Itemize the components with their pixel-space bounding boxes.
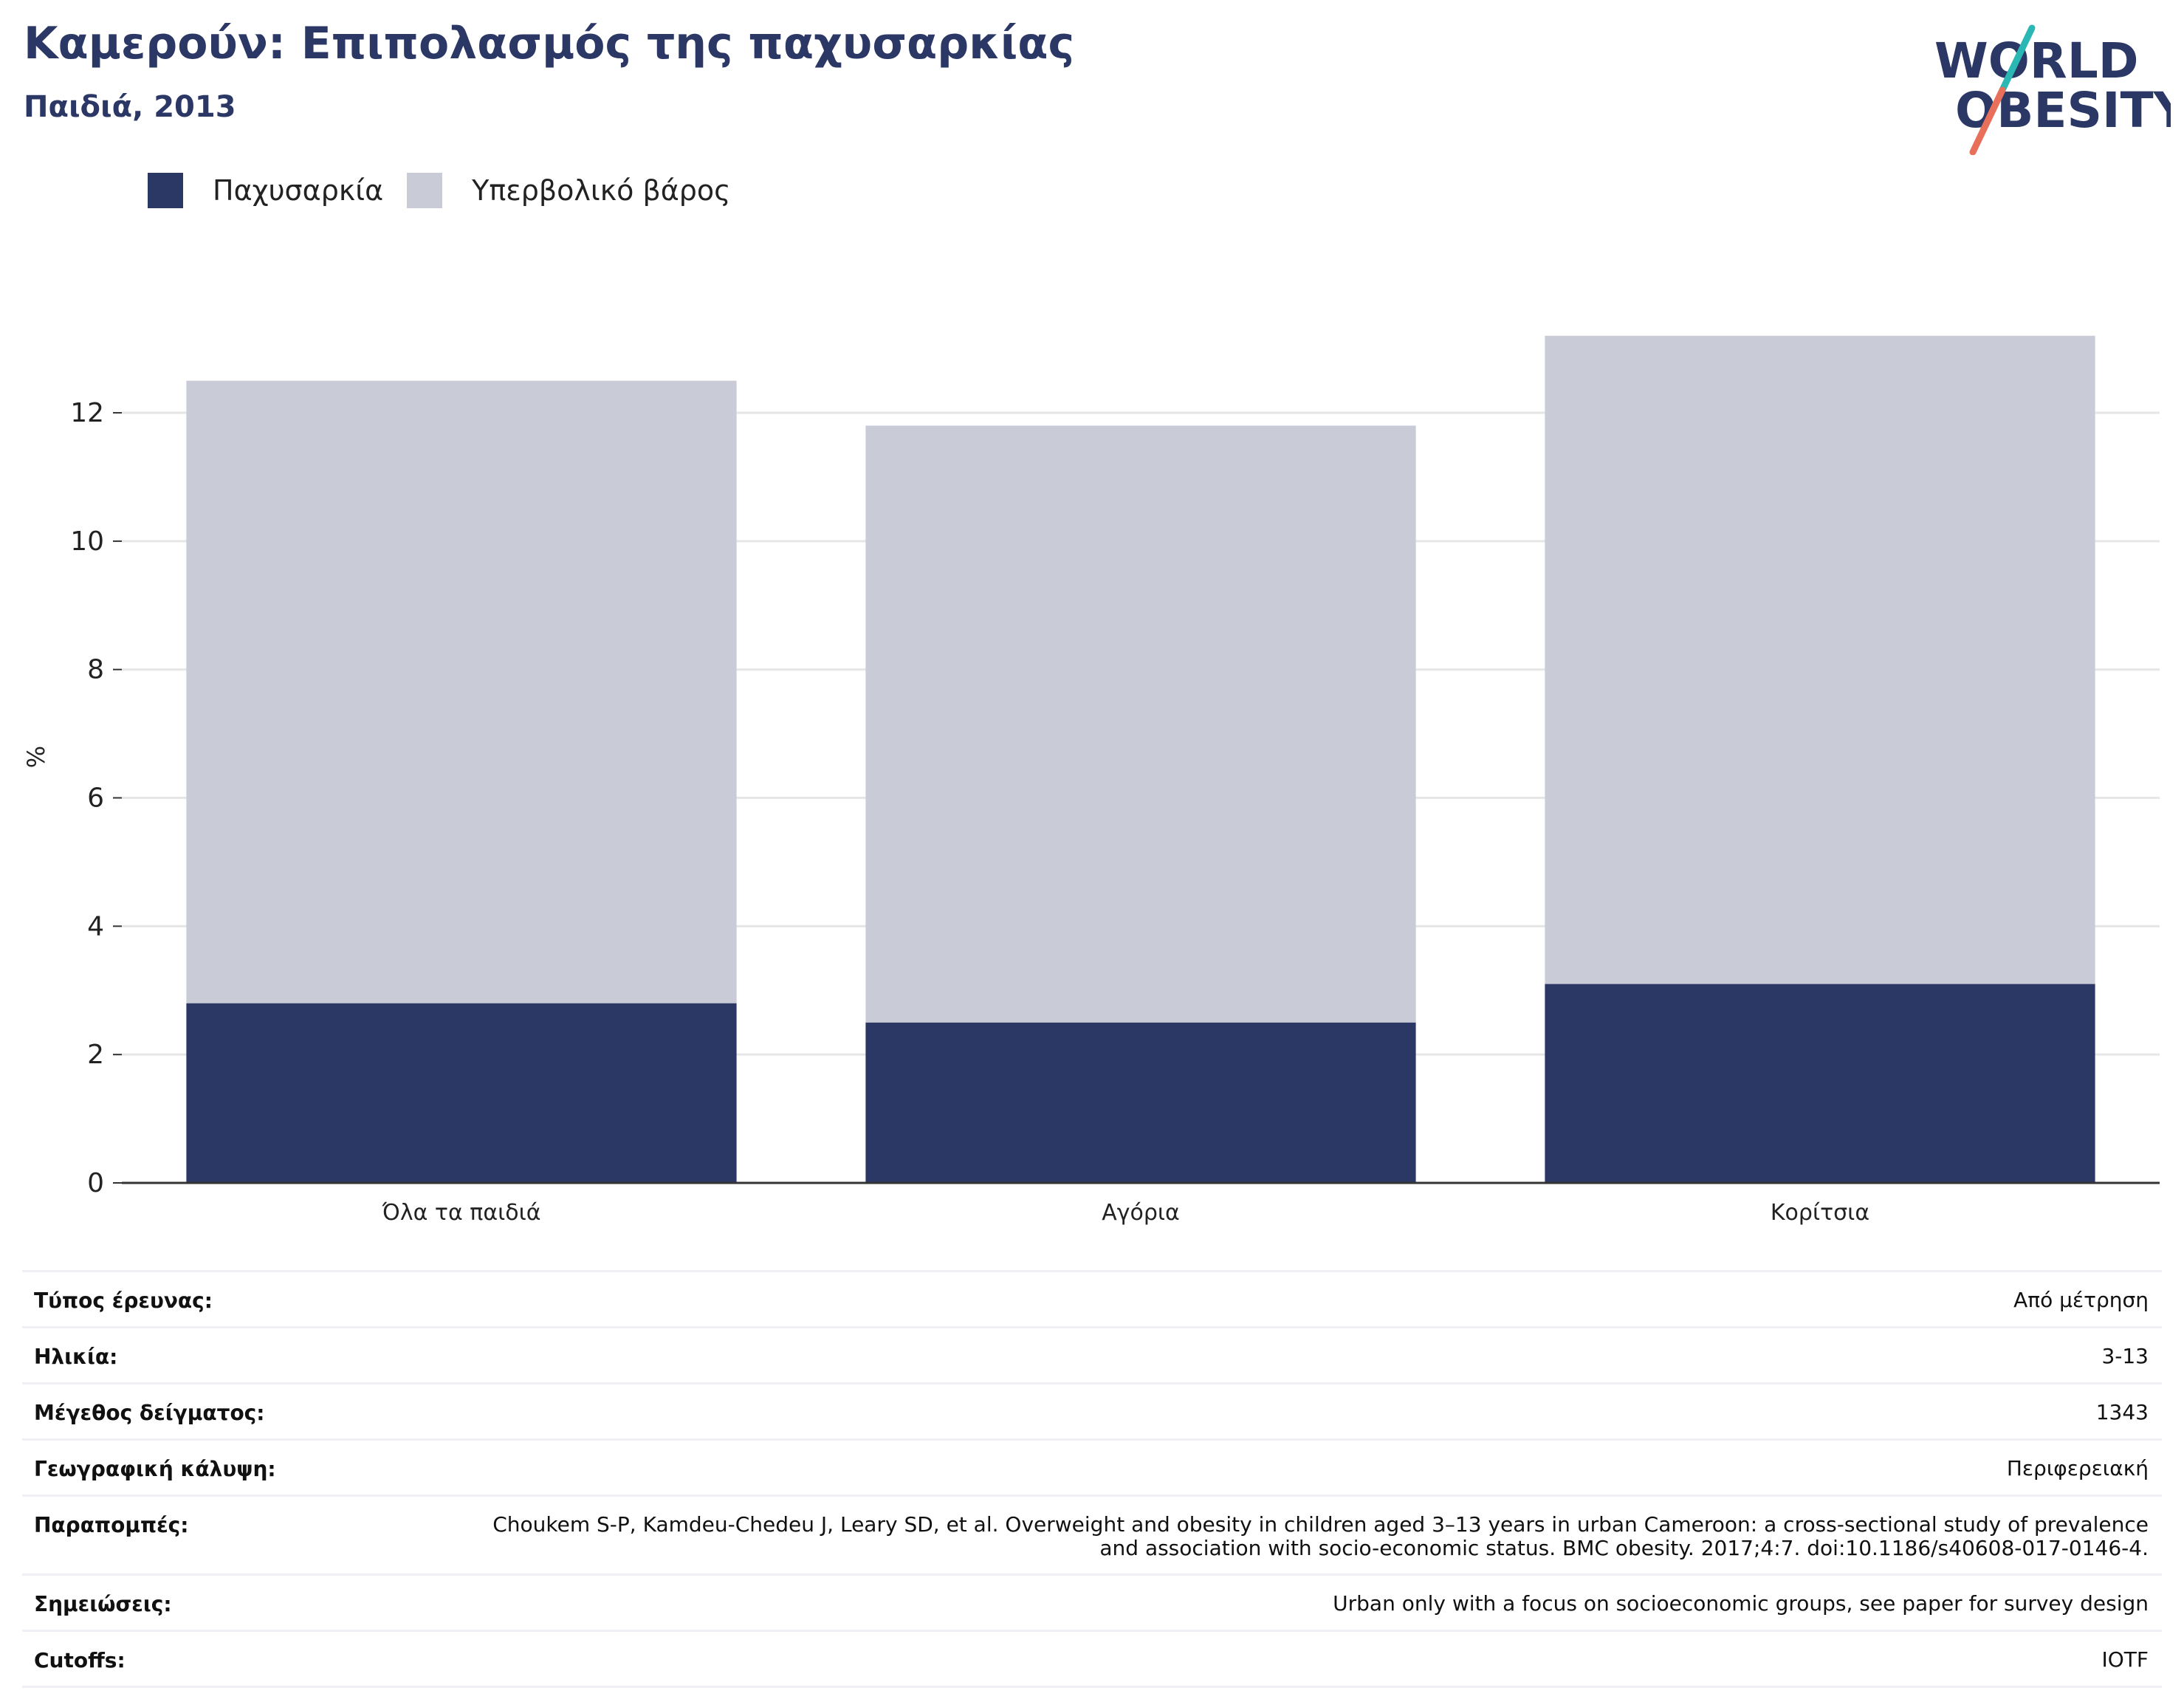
info-value: 1343 [2095, 1400, 2149, 1424]
info-label: Cutoffs: [34, 1648, 126, 1672]
survey-info-table: Τύπος έρευνας: Από μέτρηση Ηλικία: 3-13 … [22, 1270, 2162, 1688]
legend-swatch-obesity [148, 173, 183, 208]
bar-chart: 0 2 4 6 8 10 12 Όλα τα παιδιά Αγόρια Κορίτσια % [22, 335, 2160, 1226]
chart-title: Καμερούν: Επιπολασμός της παχυσαρκίας [24, 18, 1075, 69]
bar-layer [186, 335, 2095, 1183]
chart-legend: Παχυσαρκία Υπερβολικό βάρος [148, 168, 754, 213]
y-tick-label: 4 [87, 911, 104, 941]
y-tick-label: 8 [87, 655, 104, 685]
bar-overweight[interactable] [1545, 335, 2095, 984]
legend-label-overweight: Υπερβολικό βάρος [472, 174, 731, 207]
axis-layer: 0 2 4 6 8 10 12 Όλα τα παιδιά Αγόρια Κορίτσια [70, 398, 2160, 1226]
info-label: Τύπος έρευνας: [34, 1288, 213, 1313]
info-value: Choukem S-P, Kamdeu-Chedeu J, Leary SD, … [492, 1512, 2149, 1560]
info-row-notes: Σημειώσεις: Urban only with a focus on s… [22, 1574, 2162, 1630]
x-tick-label: Αγόρια [1102, 1200, 1180, 1226]
bar-obesity[interactable] [865, 1022, 1416, 1183]
info-label: Ηλικία: [34, 1345, 118, 1369]
info-label: Γεωγραφική κάλυψη: [34, 1457, 276, 1481]
legend-label-obesity: Παχυσαρκία [213, 174, 384, 207]
logo-slash-top [1999, 24, 2036, 94]
bar-obesity[interactable] [1545, 984, 2095, 1183]
info-value: 3-13 [2101, 1344, 2149, 1368]
y-axis-label: % [22, 746, 50, 768]
y-tick-label: 10 [70, 526, 104, 557]
info-row-age: Ηλικία: 3-13 [22, 1326, 2162, 1382]
info-value: Περιφερειακή [2006, 1456, 2149, 1480]
y-tick-label: 12 [70, 398, 104, 428]
bar-obesity[interactable] [186, 1003, 737, 1183]
y-tick-label: 2 [87, 1040, 104, 1070]
logo-slash-bottom [1969, 86, 2006, 155]
info-label: Σημειώσεις: [34, 1592, 172, 1616]
chart-subtitle: Παιδιά, 2013 [24, 90, 236, 124]
info-row-references: Παραπομπές: Choukem S-P, Kamdeu-Chedeu J… [22, 1495, 2162, 1574]
info-label: Παραπομπές: [34, 1513, 189, 1537]
info-value: Από μέτρηση [2013, 1288, 2149, 1312]
y-tick-label: 6 [87, 783, 104, 814]
legend-swatch-overweight [407, 173, 443, 208]
bar-overweight[interactable] [186, 380, 737, 1003]
legend-item-overweight[interactable]: Υπερβολικό βάρος [407, 173, 730, 208]
info-value: IOTF [2101, 1647, 2149, 1672]
bar-overweight[interactable] [865, 425, 1416, 1023]
info-row-cutoffs: Cutoffs: IOTF [22, 1630, 2162, 1688]
world-obesity-logo: WORLD OBESITY [1934, 24, 2171, 155]
x-tick-label: Κορίτσια [1771, 1200, 1869, 1226]
info-value: Urban only with a focus on socioeconomic… [1333, 1591, 2149, 1616]
info-row-coverage: Γεωγραφική κάλυψη: Περιφερειακή [22, 1438, 2162, 1495]
info-row-survey-type: Τύπος έρευνας: Από μέτρηση [22, 1270, 2162, 1326]
logo-text-world: WORLD [1934, 32, 2139, 89]
legend-item-obesity[interactable]: Παχυσαρκία [148, 173, 383, 208]
x-tick-label: Όλα τα παιδιά [381, 1200, 540, 1226]
info-row-sample-size: Μέγεθος δείγματος: 1343 [22, 1382, 2162, 1438]
y-tick-label: 0 [87, 1168, 104, 1198]
info-label: Μέγεθος δείγματος: [34, 1401, 265, 1425]
